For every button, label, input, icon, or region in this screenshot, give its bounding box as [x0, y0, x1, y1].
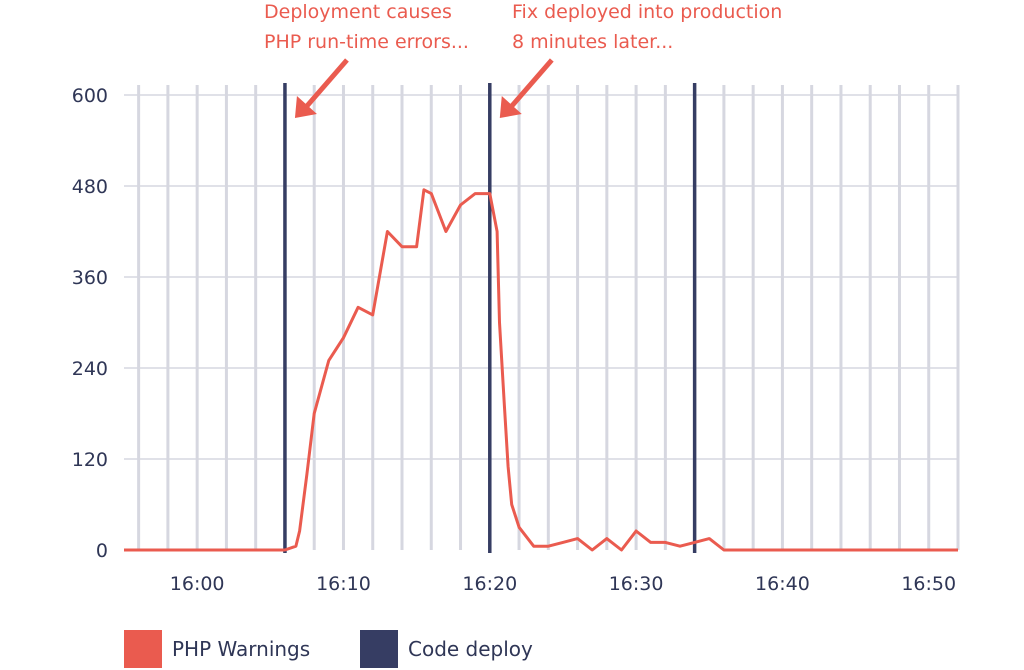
y-tick-label: 120 [72, 449, 108, 471]
annotation-text: Fix deployed into production [512, 1, 782, 23]
x-tick-label: 16:20 [462, 573, 517, 595]
x-tick-label: 16:00 [170, 573, 225, 595]
legend-code-deploy: Code deploy [360, 630, 533, 668]
annotation-arrow [305, 58, 349, 108]
y-tick-label: 480 [72, 176, 108, 198]
y-tick-label: 600 [72, 85, 108, 107]
legend-swatch-deploy [360, 630, 398, 668]
deploy-markers [283, 83, 697, 553]
annotation-arrowhead [499, 96, 522, 118]
grid [124, 85, 960, 550]
x-tick-label: 16:10 [316, 573, 371, 595]
x-tick-label: 16:30 [609, 573, 664, 595]
legend-label-warnings: PHP Warnings [172, 637, 311, 661]
annotation-text: 8 minutes later... [512, 31, 673, 53]
x-tick-label: 16:40 [755, 573, 810, 595]
x-tick-label: 16:50 [901, 573, 956, 595]
annotation-text: PHP run-time errors... [264, 31, 469, 53]
y-tick-label: 0 [96, 540, 108, 562]
annotation-arrowhead [294, 96, 317, 118]
annotations: Deployment causes PHP run-time errors... F… [264, 1, 782, 118]
legend-swatch-warnings [124, 630, 162, 668]
annotation-arrow [509, 58, 554, 108]
php-warnings-line [124, 188, 958, 552]
y-tick-label: 360 [72, 267, 108, 289]
y-axis-ticks: 0 120 240 360 480 600 [72, 85, 108, 562]
legend-php-warnings: PHP Warnings [124, 630, 310, 668]
x-axis-ticks: 16:00 16:10 16:20 16:30 16:40 16:50 [170, 573, 956, 595]
legend-label-deploy: Code deploy [408, 637, 533, 661]
y-tick-label: 240 [72, 358, 108, 380]
annotation-text: Deployment causes [264, 1, 452, 23]
